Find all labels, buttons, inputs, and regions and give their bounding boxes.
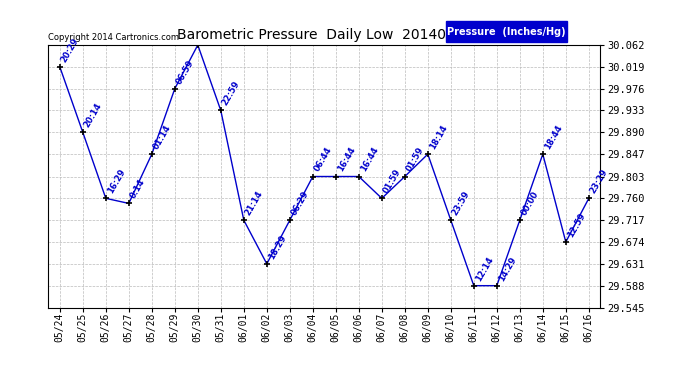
Text: 12:59: 12:59 (566, 211, 587, 239)
Text: 20:14: 20:14 (83, 102, 104, 129)
Text: 23:29: 23:29 (589, 168, 610, 195)
Text: 16:29: 16:29 (106, 168, 127, 195)
Text: 18:44: 18:44 (543, 123, 564, 151)
Text: 22:59: 22:59 (221, 80, 242, 107)
Text: 0:14: 0:14 (129, 178, 147, 200)
Text: 01:14: 01:14 (152, 123, 173, 151)
Text: 12:14: 12:14 (474, 255, 495, 282)
Text: 00:00: 00:00 (520, 190, 541, 217)
Title: Barometric Pressure  Daily Low  20140617: Barometric Pressure Daily Low 20140617 (177, 28, 472, 42)
Text: 06:59: 06:59 (175, 58, 196, 86)
Text: 01:59: 01:59 (405, 146, 426, 173)
Text: 20:29: 20:29 (60, 36, 81, 64)
Text: Copyright 2014 Cartronics.com: Copyright 2014 Cartronics.com (48, 33, 179, 42)
Text: 01:59: 01:59 (382, 168, 403, 195)
Text: 03:29: 03:29 (0, 374, 1, 375)
Text: 16:44: 16:44 (336, 146, 357, 173)
Text: 16:44: 16:44 (359, 146, 380, 173)
Text: 06:44: 06:44 (313, 146, 334, 173)
Text: 23:59: 23:59 (451, 189, 472, 217)
Text: 18:29: 18:29 (267, 233, 288, 261)
Text: 18:14: 18:14 (428, 123, 449, 151)
FancyBboxPatch shape (446, 21, 567, 42)
Text: 06:29: 06:29 (290, 189, 311, 217)
Text: 14:29: 14:29 (497, 255, 518, 282)
Text: 21:14: 21:14 (244, 189, 265, 217)
Text: Pressure  (Inches/Hg): Pressure (Inches/Hg) (447, 27, 566, 37)
